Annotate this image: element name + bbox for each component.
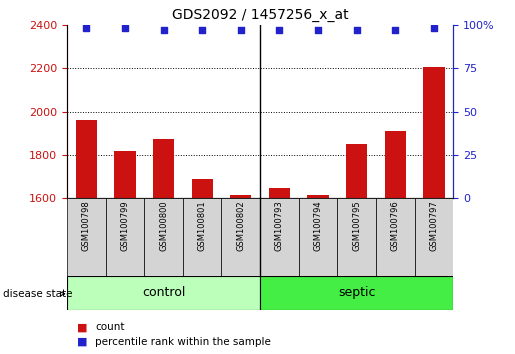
Bar [67, 198, 106, 276]
Bar [153, 139, 174, 198]
Bar [299, 198, 337, 276]
Bar [221, 198, 260, 276]
Text: ■: ■ [77, 337, 88, 347]
Text: count: count [95, 322, 125, 332]
Bar [260, 198, 299, 276]
Point [198, 27, 206, 33]
Bar [269, 188, 290, 198]
Text: control: control [142, 286, 185, 299]
Text: percentile rank within the sample: percentile rank within the sample [95, 337, 271, 347]
Point [159, 27, 167, 33]
Bar [183, 198, 221, 276]
Bar [76, 120, 97, 198]
Point [391, 27, 400, 33]
Bar [307, 195, 329, 198]
Text: GSM100799: GSM100799 [121, 201, 129, 251]
Text: ■: ■ [77, 322, 88, 332]
Point [352, 27, 360, 33]
Text: GSM100802: GSM100802 [236, 201, 245, 251]
Text: GSM100794: GSM100794 [314, 201, 322, 251]
Bar [192, 179, 213, 198]
Bar [346, 144, 367, 198]
Bar [230, 195, 251, 198]
Bar [106, 198, 144, 276]
Point [236, 27, 245, 33]
Bar [144, 198, 183, 276]
Point [275, 27, 283, 33]
Text: GSM100796: GSM100796 [391, 201, 400, 251]
Bar [415, 198, 453, 276]
Point [82, 25, 91, 31]
Point [314, 27, 322, 33]
Bar [260, 276, 453, 310]
Text: GSM100793: GSM100793 [275, 201, 284, 251]
Text: septic: septic [338, 286, 375, 299]
Text: GSM100797: GSM100797 [430, 201, 438, 251]
Text: GSM100795: GSM100795 [352, 201, 361, 251]
Text: GSM100800: GSM100800 [159, 201, 168, 251]
Point [121, 25, 129, 31]
Bar [337, 198, 376, 276]
Text: GSM100801: GSM100801 [198, 201, 207, 251]
Text: GSM100798: GSM100798 [82, 201, 91, 251]
Title: GDS2092 / 1457256_x_at: GDS2092 / 1457256_x_at [172, 8, 348, 22]
Bar [385, 131, 406, 198]
Point [430, 25, 438, 31]
Bar [114, 150, 135, 198]
Bar [67, 276, 260, 310]
Bar [376, 198, 415, 276]
Bar [423, 67, 444, 198]
Text: disease state: disease state [3, 289, 72, 299]
